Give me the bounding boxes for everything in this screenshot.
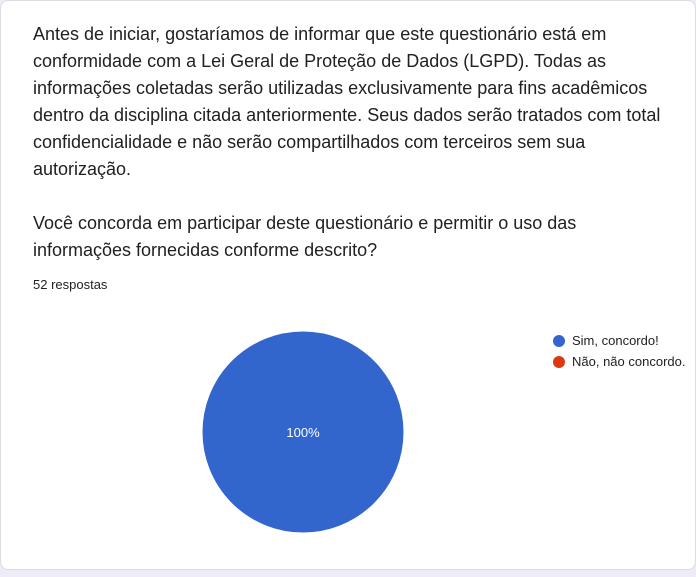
- pie-slice-0[interactable]: [201, 330, 405, 534]
- legend-label-0: Sim, concordo!: [572, 333, 659, 348]
- chart-legend: Sim, concordo! Não, não concordo.: [553, 330, 685, 372]
- response-count: 52 respostas: [33, 277, 108, 292]
- pie-slice-label-0: 100%: [286, 425, 320, 440]
- legend-item-1[interactable]: Não, não concordo.: [553, 351, 685, 372]
- legend-item-0[interactable]: Sim, concordo!: [553, 330, 685, 351]
- legend-label-1: Não, não concordo.: [572, 354, 686, 369]
- legend-swatch-1: [553, 355, 565, 368]
- legend-swatch-0: [553, 334, 565, 347]
- question-text: Antes de iniciar, gostaríamos de informa…: [33, 24, 661, 260]
